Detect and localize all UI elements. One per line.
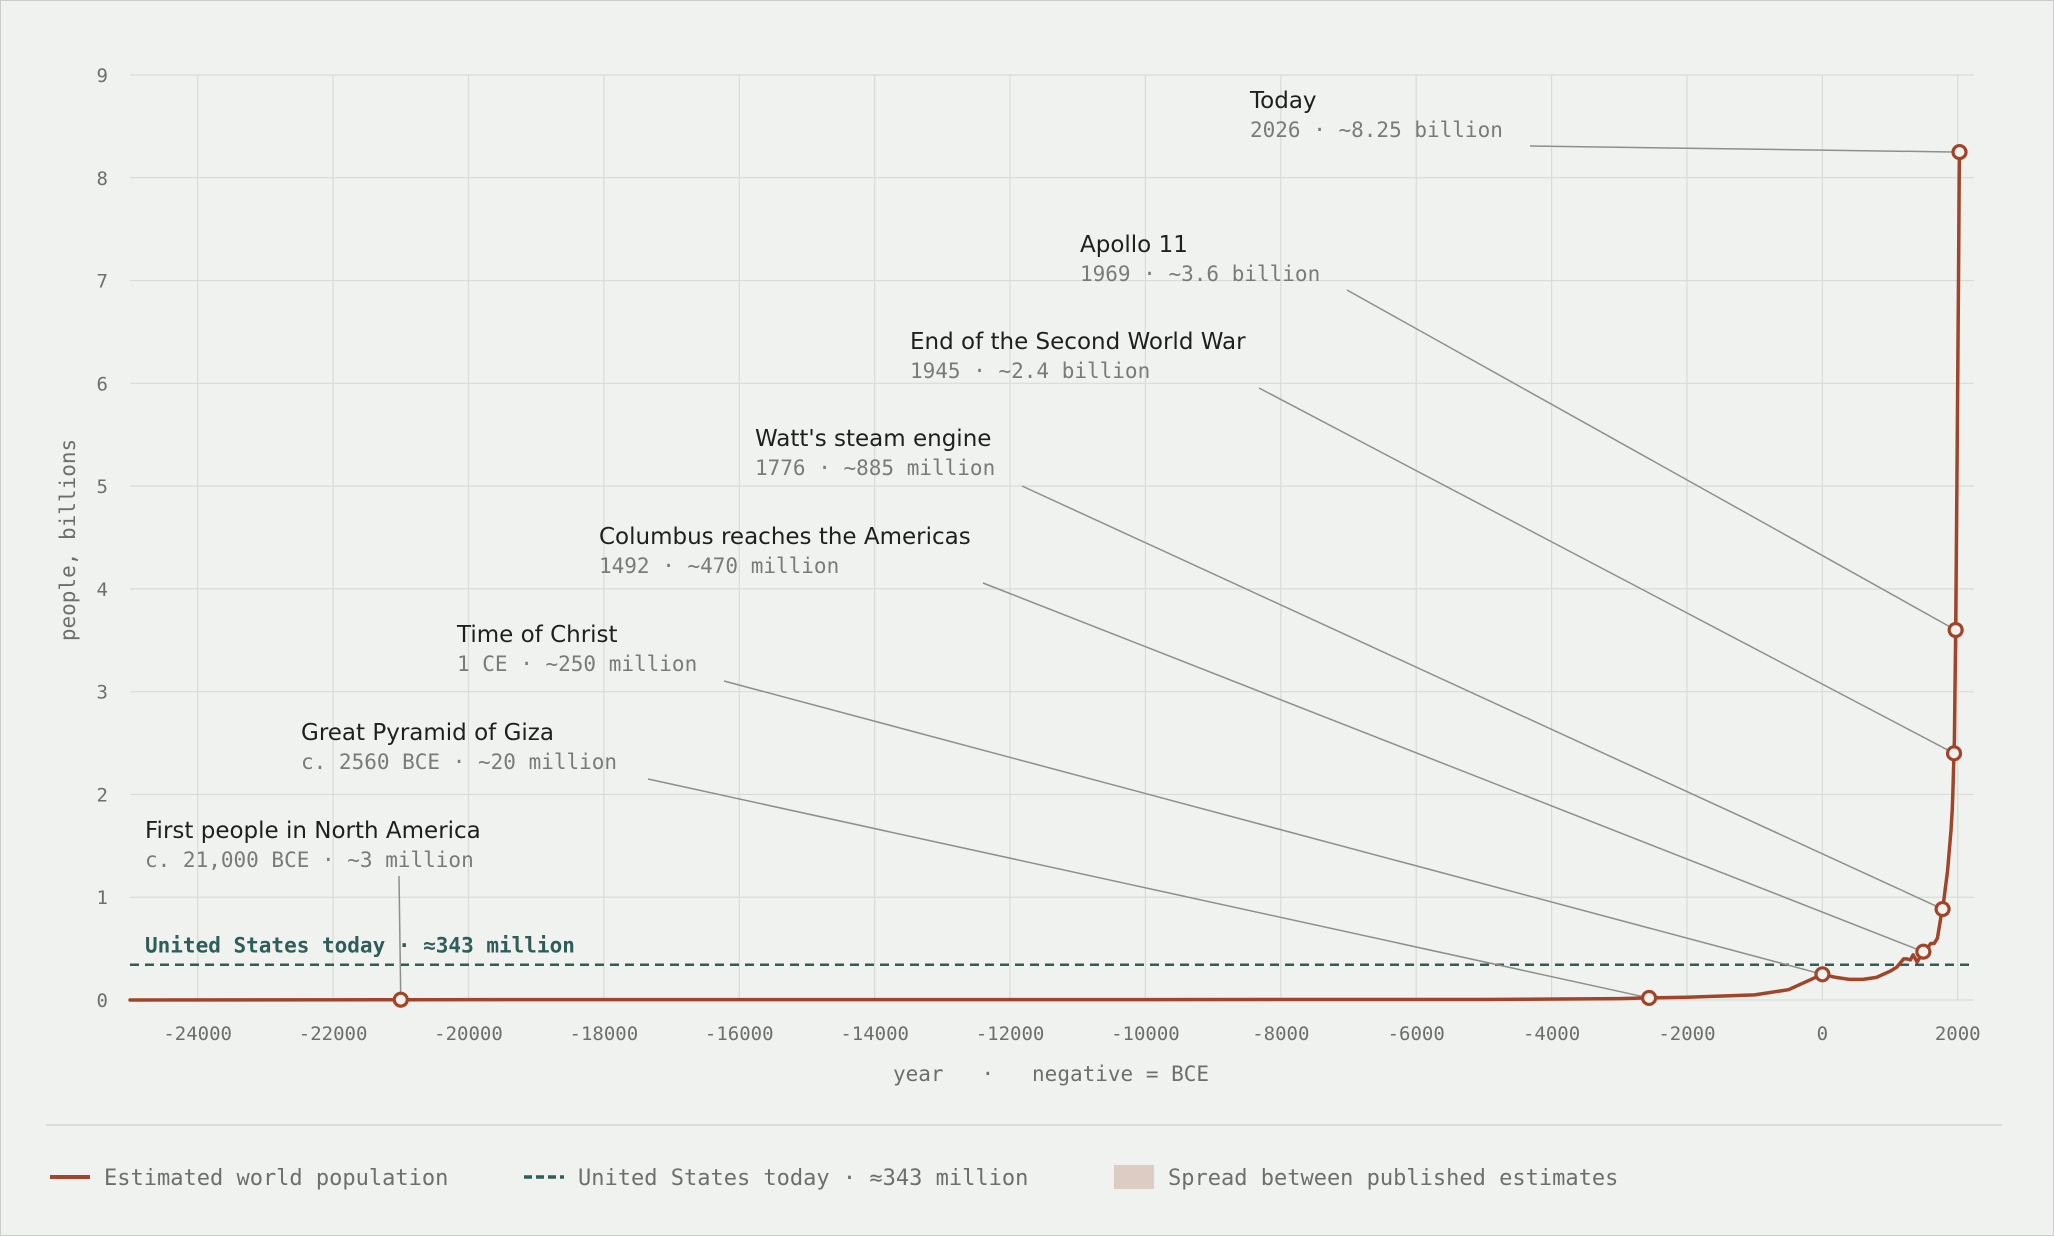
x-tick-label: -24000 [163, 1023, 232, 1045]
x-tick-label: -16000 [705, 1023, 774, 1045]
annotation-leader [1529, 145, 1960, 153]
y-tick-label: 3 [97, 682, 108, 704]
legend-label: Spread between published estimates [1168, 1166, 1618, 1191]
x-tick-label: 2000 [1935, 1023, 1981, 1045]
reference-line-group: United States today · ≈343 million [130, 934, 1974, 966]
annotation-title: Time of Christ [456, 622, 618, 648]
x-tick-label: -2000 [1658, 1023, 1715, 1045]
x-tick-label: -8000 [1252, 1023, 1309, 1045]
legend-swatch-spread [1114, 1165, 1154, 1189]
x-tick-label: -22000 [299, 1023, 368, 1045]
y-axis-title: people, billions [56, 439, 80, 641]
annotations: First people in North America c. 21,000 B… [145, 88, 1503, 872]
x-tick-label: -14000 [840, 1023, 909, 1045]
leader-lines [398, 145, 1960, 1000]
annotation-leader [1346, 289, 1957, 631]
event-marker [392, 991, 409, 1008]
x-axis-title: year · negative = BCE [893, 1062, 1209, 1086]
x-tick-label: -10000 [1111, 1023, 1180, 1045]
grid [130, 74, 1974, 1001]
legend: Estimated world population United States … [50, 1165, 1618, 1191]
x-tick-label: -6000 [1388, 1023, 1445, 1045]
annotation-subtitle: 1945 · ~2.4 billion [910, 359, 1150, 383]
y-tick-label: 0 [97, 990, 108, 1012]
annotation-leader [647, 778, 1650, 999]
annotation-subtitle: c. 21,000 BCE · ~3 million [145, 848, 474, 872]
reference-line-label: United States today · ≈343 million [145, 934, 575, 958]
legend-label: Estimated world population [104, 1166, 448, 1191]
y-tick-label: 5 [97, 476, 108, 498]
event-marker [1814, 966, 1831, 983]
markers [392, 143, 1968, 1008]
y-tick-label: 2 [97, 784, 108, 806]
y-tick-label: 8 [97, 168, 108, 190]
x-tick-label: -20000 [434, 1023, 503, 1045]
x-tick-label: -12000 [976, 1023, 1045, 1045]
annotation-subtitle: 2026 · ~8.25 billion [1250, 118, 1503, 142]
event-marker [1934, 900, 1951, 918]
annotation-subtitle: 1492 · ~470 million [599, 554, 839, 578]
y-tick-label: 7 [97, 271, 108, 293]
annotation-leader [1258, 387, 1955, 754]
event-marker [1951, 143, 1968, 161]
annotation-subtitle: 1776 · ~885 million [755, 456, 995, 480]
annotation-leader [723, 680, 1823, 976]
annotation-title: Watt's steam engine [755, 426, 991, 452]
x-tick-label: -4000 [1523, 1023, 1580, 1045]
annotation-title: First people in North America [145, 818, 481, 844]
annotation-title: Great Pyramid of Giza [301, 720, 554, 746]
annotation-title: Today [1249, 88, 1317, 114]
y-tick-labels: 0 1 2 3 4 5 6 7 8 9 [97, 65, 108, 1012]
x-tick-label: 0 [1817, 1023, 1828, 1045]
annotation-subtitle: 1 CE · ~250 million [457, 652, 697, 676]
legend-label: United States today · ≈343 million [578, 1166, 1028, 1191]
annotation-title: Apollo 11 [1080, 232, 1188, 258]
annotation-leader [398, 875, 402, 1000]
x-tick-label: -18000 [570, 1023, 639, 1045]
annotation-leader [982, 582, 1924, 953]
y-tick-label: 4 [97, 579, 108, 601]
annotation-title: Columbus reaches the Americas [599, 524, 971, 550]
annotation-subtitle: c. 2560 BCE · ~20 million [301, 750, 617, 774]
y-tick-label: 1 [97, 887, 108, 909]
event-marker [1640, 989, 1658, 1007]
event-marker [1947, 621, 1964, 639]
population-line [128, 150, 1962, 1002]
y-tick-label: 6 [97, 373, 108, 395]
series-group [128, 150, 1962, 1002]
annotation-title: End of the Second World War [910, 329, 1246, 355]
event-marker [1945, 745, 1963, 762]
x-tick-labels: -24000 -22000 -20000 -18000 -16000 -14000 -120… [163, 1023, 1980, 1045]
y-tick-label: 9 [97, 65, 108, 87]
annotation-subtitle: 1969 · ~3.6 billion [1080, 262, 1320, 286]
event-marker [1915, 943, 1932, 960]
annotation-leader [1021, 485, 1943, 910]
